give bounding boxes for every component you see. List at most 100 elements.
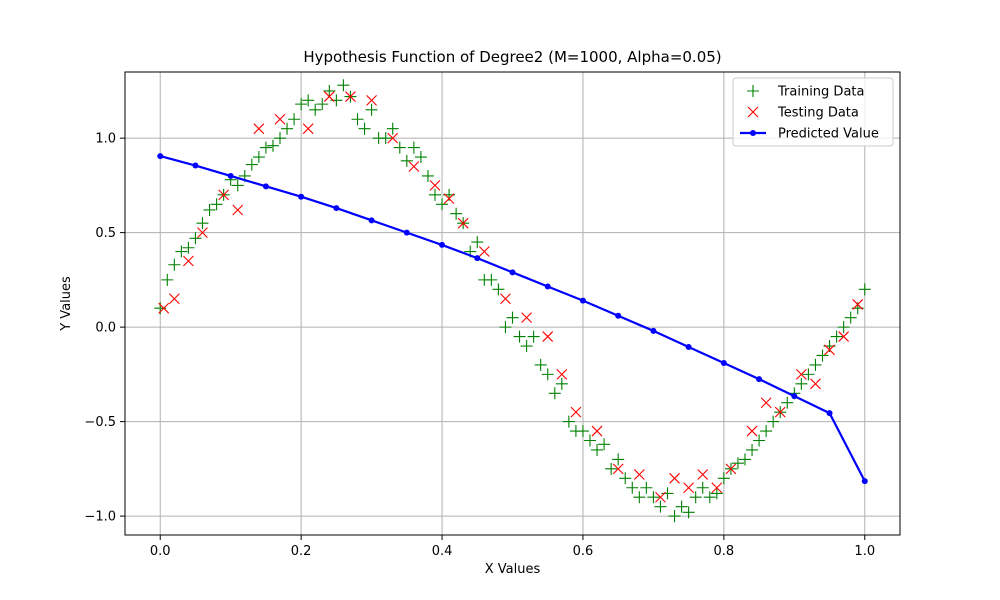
- testing-point: [274, 113, 286, 125]
- y-tick-label: −0.5: [84, 415, 116, 430]
- testing-point: [669, 472, 680, 484]
- training-point: [675, 500, 688, 513]
- training-point: [703, 491, 716, 504]
- testing-point: [478, 246, 490, 257]
- training-point: [802, 368, 815, 381]
- predicted-point: [826, 410, 833, 417]
- training-point: [858, 283, 871, 296]
- training-point: [471, 236, 484, 249]
- training-point: [189, 232, 202, 245]
- training-point: [274, 132, 286, 145]
- testing-point: [760, 397, 772, 409]
- legend-label: Predicted Value: [778, 127, 879, 142]
- testing-point: [521, 312, 532, 324]
- testing-point: [810, 378, 821, 390]
- legend-plus-marker: [747, 85, 759, 97]
- predicted-point: [368, 217, 375, 224]
- predicted-point: [756, 376, 763, 383]
- y-tick-label: −1.0: [84, 510, 116, 525]
- testing-point: [408, 161, 420, 172]
- testing-point: [711, 482, 723, 494]
- training-point: [358, 122, 371, 135]
- testing-point: [655, 491, 666, 503]
- training-point: [830, 330, 843, 343]
- training-point: [414, 151, 427, 164]
- testing-point: [591, 425, 603, 437]
- testing-point: [345, 91, 356, 102]
- testing-point: [824, 344, 835, 356]
- training-point: [605, 462, 618, 475]
- training-point: [259, 141, 272, 154]
- y-tick-label: 0.0: [95, 321, 116, 336]
- training-point: [527, 330, 540, 343]
- predicted-point: [474, 255, 481, 262]
- training-point: [393, 141, 406, 154]
- predicted-point: [262, 183, 269, 190]
- training-point: [689, 491, 702, 504]
- training-point: [506, 311, 519, 324]
- testing-point: [795, 368, 807, 380]
- training-point: [175, 245, 188, 258]
- x-tick-label: 0.0: [150, 544, 171, 559]
- legend-x-marker: [747, 106, 759, 118]
- training-point: [534, 358, 547, 371]
- training-point: [379, 132, 392, 145]
- training-point: [541, 368, 554, 381]
- training-point: [584, 434, 596, 447]
- testing-point: [443, 193, 455, 205]
- training-point: [450, 207, 463, 220]
- training-point: [809, 358, 822, 371]
- training-point: [816, 349, 829, 362]
- training-point: [717, 472, 730, 485]
- predicted-point: [157, 153, 164, 160]
- training-point: [316, 98, 329, 111]
- training-point: [781, 396, 794, 409]
- testing-point: [774, 406, 786, 418]
- predicted-point: [685, 343, 692, 350]
- chart-title: Hypothesis Function of Degree2 (M=1000, …: [303, 48, 721, 66]
- predicted-point: [403, 229, 410, 236]
- training-point: [288, 113, 301, 126]
- x-tick-label: 0.6: [573, 544, 594, 559]
- training-point: [844, 311, 857, 324]
- testing-point: [725, 463, 737, 475]
- predicted-point: [861, 478, 868, 485]
- testing-point: [500, 293, 511, 305]
- training-point: [654, 500, 667, 513]
- legend-label: Testing Data: [777, 106, 859, 121]
- predicted-point: [791, 393, 798, 400]
- training-point: [598, 438, 611, 451]
- testing-point: [168, 293, 180, 305]
- x-tick-label: 1.0: [854, 544, 875, 559]
- training-point: [203, 203, 216, 216]
- testing-point: [852, 299, 864, 310]
- training-point: [436, 198, 449, 211]
- training-point: [612, 453, 625, 466]
- training-point: [640, 481, 653, 494]
- training-point: [746, 443, 759, 456]
- training-point: [668, 510, 681, 523]
- training-point: [710, 487, 723, 500]
- testing-point: [197, 227, 208, 239]
- training-point: [281, 122, 294, 135]
- testing-point: [457, 217, 469, 229]
- testing-point: [387, 132, 399, 144]
- testing-point: [556, 368, 568, 380]
- training-point: [323, 84, 336, 97]
- y-tick-label: 1.0: [95, 132, 116, 147]
- training-point: [576, 425, 589, 438]
- testing-point: [633, 469, 645, 480]
- predicted-point: [650, 327, 657, 334]
- training-point: [309, 103, 322, 116]
- training-point: [245, 158, 258, 171]
- testing-point: [838, 331, 850, 342]
- training-point: [696, 481, 709, 494]
- training-point: [520, 340, 533, 353]
- predicted-point: [333, 205, 340, 212]
- training-point: [619, 472, 632, 485]
- testing-point: [746, 425, 758, 437]
- training-point: [731, 457, 744, 470]
- training-point: [161, 273, 174, 286]
- training-point: [513, 330, 526, 343]
- training-point: [795, 377, 808, 390]
